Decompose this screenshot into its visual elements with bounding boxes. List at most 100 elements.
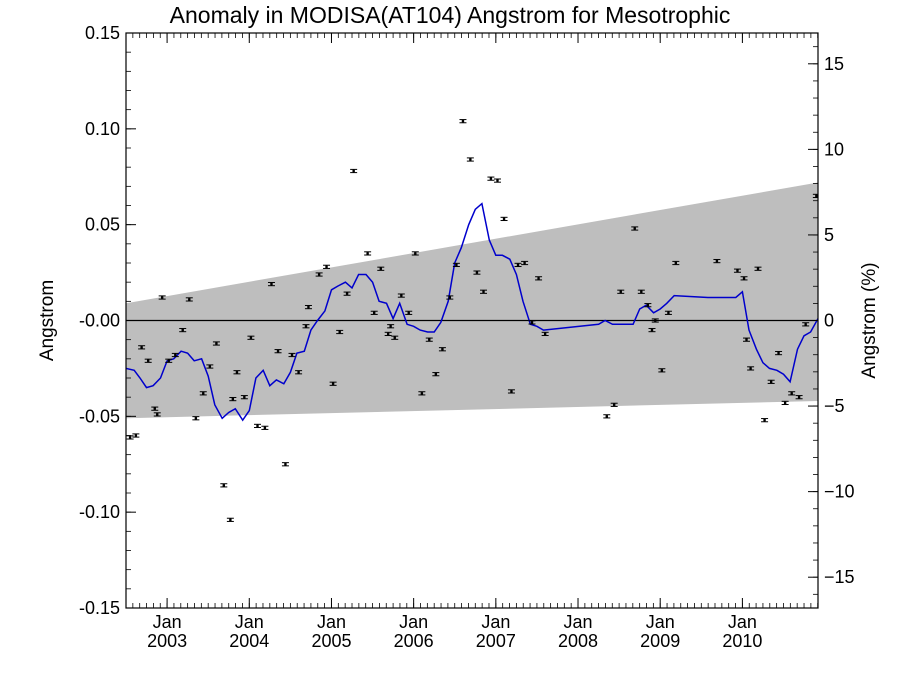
data-point [781,400,789,406]
y2-tick-label: 0 [824,311,834,331]
x-tick-label-year: 2008 [558,631,598,651]
data-point [446,295,454,300]
data-point [747,366,755,371]
smoothed-line-layer [126,202,818,422]
data-point [713,258,721,264]
y-tick-label: 0.05 [85,215,120,235]
data-point [171,352,179,358]
point-marker [745,338,748,341]
point-marker [537,277,540,280]
y-axis-label: Angstrom [37,280,58,361]
data-point [535,276,543,281]
point-marker [763,418,766,422]
data-point [507,389,515,394]
point-marker [345,292,349,295]
data-point [438,347,446,352]
point-marker [389,325,392,328]
point-marker [366,252,369,255]
point-marker [160,296,164,299]
x-tick-label-year: 2010 [722,631,762,651]
data-point [315,272,323,277]
data-point [302,324,310,329]
y-tick-label: 0.10 [85,119,120,139]
x-tick-label-year: 2003 [147,631,187,651]
data-point [397,293,405,298]
point-marker [455,263,458,267]
x-tick-label-month: Jan [399,612,428,632]
point-marker [749,367,752,370]
data-point [761,418,769,423]
y-tick-label: -0.15 [79,598,120,618]
data-point [206,364,214,369]
point-marker [434,372,438,376]
point-marker [769,380,773,384]
point-marker [715,259,719,263]
data-point [391,335,399,340]
point-marker [222,484,226,487]
point-marker [317,273,321,276]
data-point [418,391,426,396]
point-marker [352,169,355,173]
data-point [138,345,146,350]
point-marker [441,348,444,351]
y-tick-label: -0.10 [79,502,120,522]
data-point [603,414,611,419]
point-marker [338,330,341,334]
data-point [644,303,652,308]
data-point [795,395,803,400]
point-marker [502,217,506,221]
point-marker [619,290,622,293]
x-tick-label-month: Jan [317,612,346,632]
data-point [658,368,666,373]
data-point [473,270,481,275]
point-marker [134,434,138,437]
data-point [329,381,337,386]
point-marker [194,417,198,420]
point-marker [304,325,308,328]
point-marker [372,311,376,315]
x-tick-label-year: 2006 [394,631,434,651]
point-marker [660,369,664,372]
point-marker [249,336,253,339]
y2-tick-label: −5 [824,396,845,416]
data-point [229,396,237,402]
point-marker [633,227,636,230]
point-marker [307,305,310,309]
confidence-band [126,182,818,419]
confidence-band-layer [126,182,818,419]
point-marker [393,336,396,339]
point-marker [650,328,654,332]
point-marker [475,271,479,274]
point-marker [605,415,608,418]
data-point [767,379,775,384]
y2-tick-label: 10 [824,139,844,159]
data-point [802,322,810,327]
data-point [281,462,289,467]
point-marker [243,395,246,399]
axis-ticks-layer: 0.15 0.10 0.05 -0.00 -0.05 -0.10 -0.15 15 10 5 0 −5… [79,23,855,651]
x-tick-label-year: 2007 [476,631,516,651]
point-marker [469,158,472,161]
point-marker [202,392,205,395]
point-marker [379,267,382,270]
point-marker [646,303,650,307]
point-marker [612,403,616,407]
data-point [664,310,672,315]
data-point [459,119,467,124]
x-tick-label-year: 2005 [311,631,351,651]
y2-tick-label: 5 [824,225,834,245]
data-point [432,372,440,377]
point-marker [516,263,520,267]
point-marker [777,351,780,355]
data-point [648,327,656,333]
data-point [226,517,234,522]
data-point [233,370,241,375]
point-marker [797,395,801,399]
data-point [153,412,161,417]
y2-axis-label: Angstrom (%) [859,262,880,378]
data-point [288,352,296,358]
data-point [364,251,372,256]
point-marker [331,382,335,385]
data-point [377,266,385,271]
